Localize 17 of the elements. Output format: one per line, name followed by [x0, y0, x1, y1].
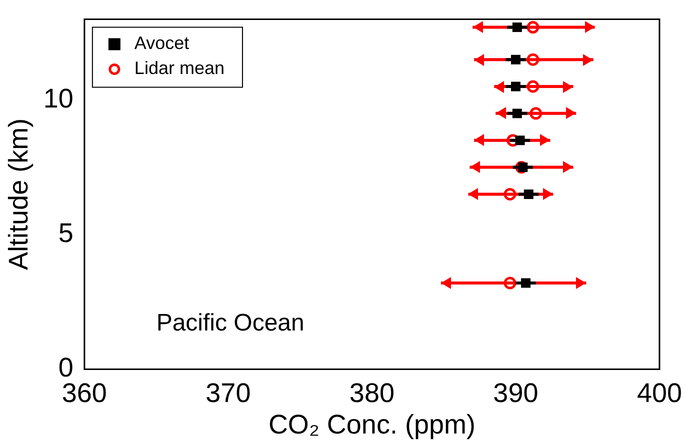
annotation: Pacific Ocean	[156, 309, 304, 336]
point	[526, 80, 540, 93]
x-tick-label: 370	[206, 378, 251, 408]
y-tick-label: 5	[58, 218, 74, 248]
x-tick-label: 380	[349, 378, 394, 408]
point	[530, 107, 542, 120]
legend-label: Avocet	[134, 33, 190, 54]
x-tick-label: 400	[636, 378, 682, 408]
point	[504, 276, 516, 290]
point	[526, 53, 540, 66]
point	[526, 21, 540, 34]
point	[504, 188, 516, 200]
x-tick-label: 390	[493, 378, 538, 408]
y-tick-label: 10	[43, 83, 74, 114]
legend-label: Lidar mean	[134, 58, 224, 78]
y-axis-title: Altitude (km)	[4, 118, 34, 270]
x-axis-title: CO₂ Conc. (ppm)	[268, 409, 476, 440]
